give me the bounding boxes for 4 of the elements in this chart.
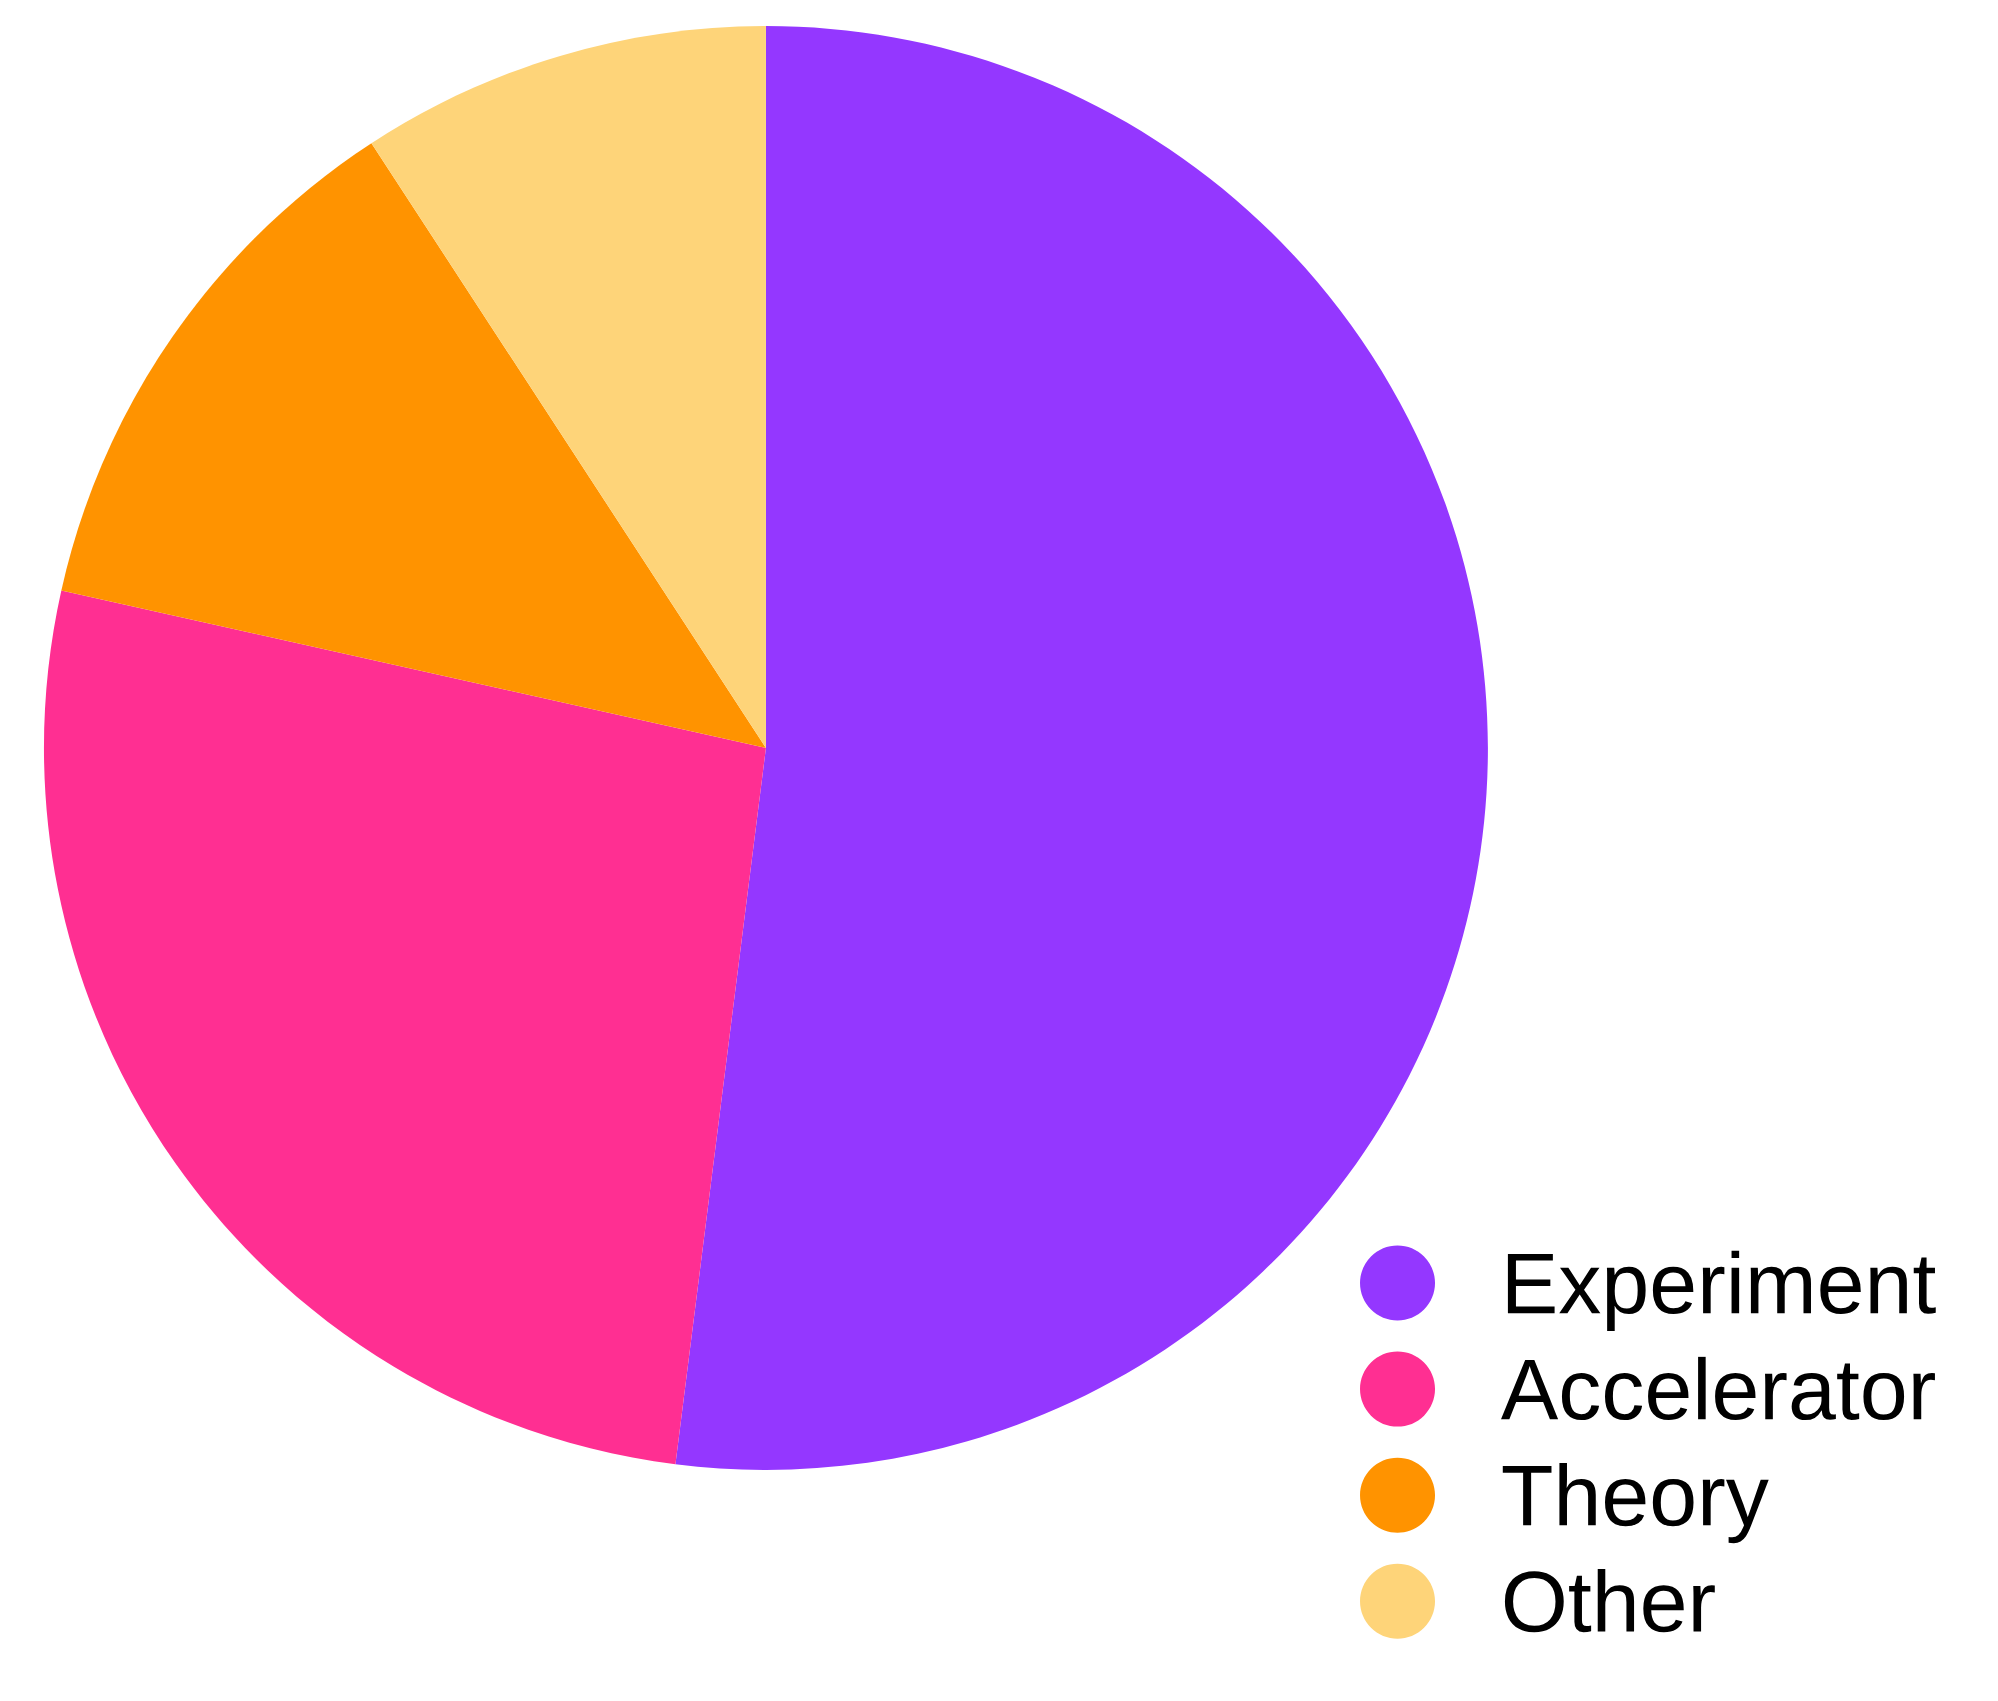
legend-label: Theory <box>1502 1462 1769 1544</box>
legend-label: Experiment <box>1507 1250 1936 1332</box>
legend-label: Accelerator <box>1501 1356 1935 1421</box>
legend-label: Other <box>1504 1569 1715 1633</box>
